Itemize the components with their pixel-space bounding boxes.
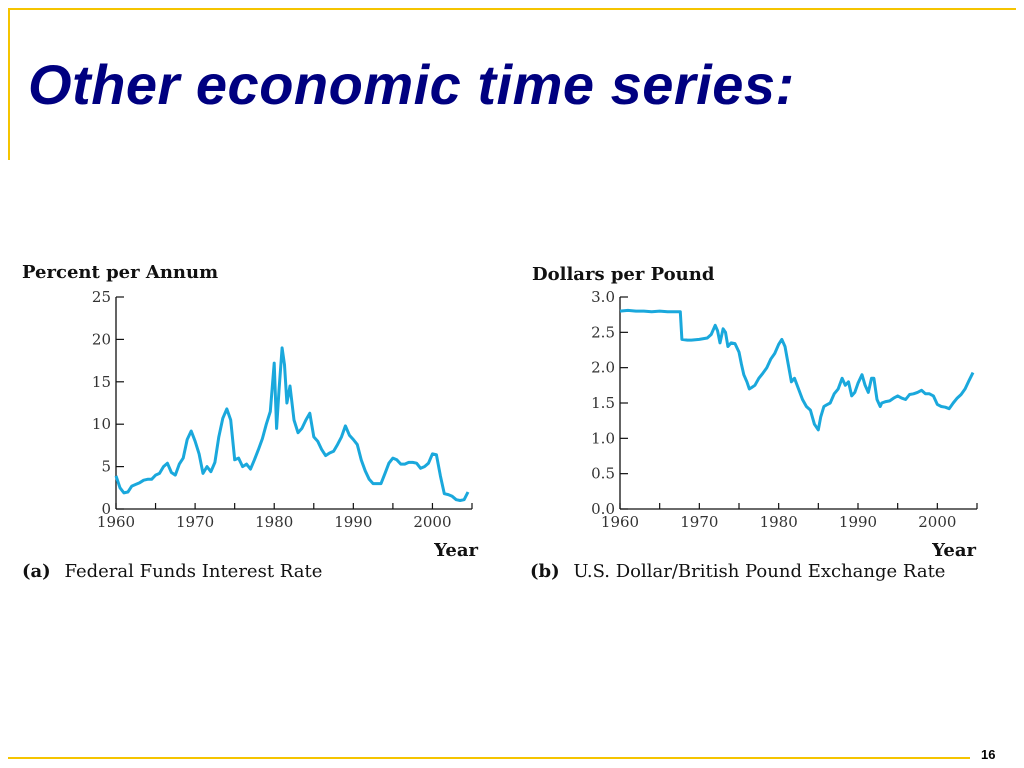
a-y-tick-label: 0 xyxy=(101,500,111,518)
chart-a-axes xyxy=(115,297,472,510)
b-y-tick-label: 1.0 xyxy=(591,429,615,447)
b-y-tick-label: 1.5 xyxy=(591,394,615,412)
b-y-tick-label: 3.0 xyxy=(591,288,615,306)
page-number: 16 xyxy=(981,747,996,762)
chart-a-caption-letter: (a) xyxy=(22,561,51,582)
chart-b-series-line xyxy=(619,308,975,432)
left-accent-rule xyxy=(8,8,10,160)
svg-text:(b) U.S. Dollar/British Po: (b) U.S. Dollar/British Pound Exchange R… xyxy=(530,561,945,582)
b-x-tick-label: 1970 xyxy=(680,513,718,531)
a-y-tick-label: 15 xyxy=(92,373,111,391)
chart-a-x-axis-label: Year xyxy=(433,540,478,561)
chart-b-y-axis-label: Dollars per Pound xyxy=(532,264,715,285)
b-y-tick-label: 2.0 xyxy=(591,359,615,377)
chart-a-series-line xyxy=(114,346,470,502)
chart-b-caption-letter: (b) xyxy=(530,561,560,582)
a-x-tick-label: 2000 xyxy=(413,513,451,531)
a-x-tick-label: 1980 xyxy=(255,513,293,531)
slide-title: Other economic time series: xyxy=(28,53,795,116)
a-x-tick-label: 1970 xyxy=(176,513,214,531)
b-x-tick-label: 2000 xyxy=(918,513,956,531)
chart-a-caption: Federal Funds Interest Rate xyxy=(64,561,322,582)
chart-b-axes xyxy=(619,297,977,510)
a-y-tick-label: 5 xyxy=(101,458,111,476)
a-y-tick-label: 10 xyxy=(92,415,111,433)
chart-b-x-axis-label: Year xyxy=(931,540,976,561)
svg-text:(a) Federal Funds Interest: (a) Federal Funds Interest Rate xyxy=(22,561,322,582)
b-x-tick-label: 1960 xyxy=(601,513,639,531)
b-y-tick-label: 0.5 xyxy=(591,465,615,483)
a-x-tick-label: 1990 xyxy=(334,513,372,531)
a-y-tick-label: 25 xyxy=(92,288,111,306)
b-y-tick-label: 0.0 xyxy=(591,500,615,518)
chart-b-caption: U.S. Dollar/British Pound Exchange Rate xyxy=(573,561,945,582)
a-x-tick-label: 1960 xyxy=(97,513,135,531)
a-y-tick-label: 20 xyxy=(92,330,111,348)
chart-a-y-axis-label: Percent per Annum xyxy=(22,262,218,283)
b-x-tick-label: 1990 xyxy=(839,513,877,531)
bottom-accent-rule xyxy=(8,757,970,759)
b-x-tick-label: 1980 xyxy=(760,513,798,531)
top-accent-rule xyxy=(8,8,1016,10)
b-y-tick-label: 2.5 xyxy=(591,323,615,341)
